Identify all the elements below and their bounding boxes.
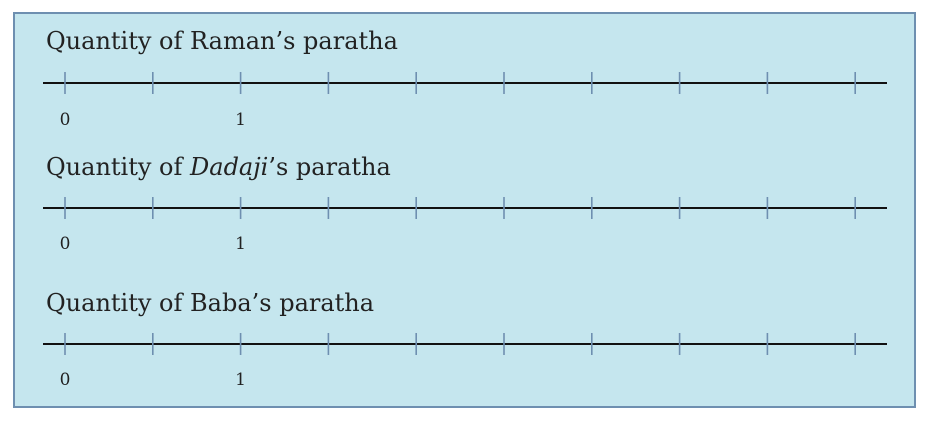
paratha-number-lines-panel (13, 12, 916, 408)
title-prefix: Quantity of (46, 289, 191, 317)
tick-label: 0 (59, 234, 71, 254)
section-title-dadaji: Quantity of Dadaji’s paratha (46, 153, 391, 181)
title-prefix: Quantity of (46, 27, 191, 55)
tick-label: 1 (235, 370, 247, 390)
title-suffix: Raman’s paratha (190, 27, 398, 55)
title-prefix: Quantity of (46, 153, 191, 181)
title-suffix: Baba’s paratha (190, 289, 375, 317)
section-title-raman: Quantity of Raman’s paratha (46, 27, 398, 55)
tick-label: 1 (235, 234, 247, 254)
section-title-baba: Quantity of Baba’s paratha (46, 289, 374, 317)
title-suffix: ’s paratha (268, 153, 391, 181)
tick-label: 1 (235, 110, 247, 130)
tick-label: 0 (59, 370, 71, 390)
tick-label: 0 (59, 110, 71, 130)
title-italic: Dadaji (190, 153, 269, 181)
